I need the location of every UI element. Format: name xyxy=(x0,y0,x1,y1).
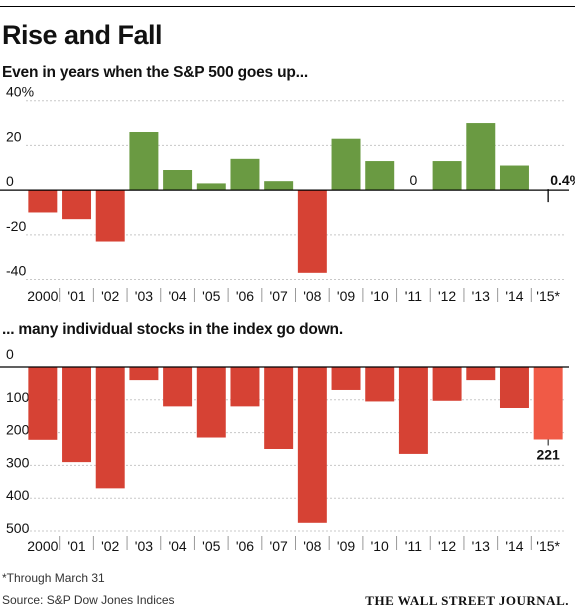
chart-title: Rise and Fall xyxy=(2,20,163,50)
bar xyxy=(264,181,294,191)
chart1-subtitle: Even in years when the S&P 500 goes up..… xyxy=(2,64,308,81)
data-label: 0 xyxy=(410,172,418,188)
y-tick-label: 0 xyxy=(6,346,14,362)
x-tick-label: '09 xyxy=(337,288,355,304)
chart2-svg: 0 100 200 300 400 500 2000 '01 '02 '03 '04 '05 '06 '0… xyxy=(0,346,569,554)
y-tick-label: 500 xyxy=(6,520,30,536)
x-tick-label: '01 xyxy=(67,288,85,304)
footnote: *Through March 31 xyxy=(2,571,105,585)
y-tick-label: 0 xyxy=(6,173,14,189)
bar xyxy=(297,190,327,273)
data-label: 221 xyxy=(536,446,560,462)
y-tick-label: 40% xyxy=(6,84,34,100)
y-tick-label: 100 xyxy=(6,389,30,405)
bar xyxy=(163,367,193,407)
x-tick-label: '05 xyxy=(202,288,220,304)
bar xyxy=(62,367,92,463)
bar xyxy=(95,190,125,242)
bar xyxy=(365,161,395,191)
x-tick-label: '08 xyxy=(303,288,321,304)
bar xyxy=(499,165,529,191)
bar xyxy=(365,367,395,402)
source-note: Source: S&P Dow Jones Indices xyxy=(2,593,175,607)
bar xyxy=(466,367,496,381)
x-tick-label: 2000 xyxy=(27,288,58,304)
bar xyxy=(62,190,92,220)
x-tick-label: '10 xyxy=(371,538,389,554)
x-tick-label: '07 xyxy=(270,288,288,304)
y-tick-label: 300 xyxy=(6,454,30,470)
bar xyxy=(129,132,159,191)
x-tick-label: '02 xyxy=(101,538,119,554)
x-tick-label: '13 xyxy=(472,288,490,304)
top-rule xyxy=(0,6,575,7)
bar xyxy=(264,367,294,449)
x-tick-label: '03 xyxy=(135,288,153,304)
x-tick-label: '11 xyxy=(405,538,422,554)
x-tick-label: '13 xyxy=(472,538,490,554)
bar xyxy=(129,367,159,381)
x-tick-label: '04 xyxy=(168,288,186,304)
bar xyxy=(28,190,58,213)
x-tick-label: '02 xyxy=(101,288,119,304)
bar xyxy=(163,170,193,191)
y-tick-label: 20 xyxy=(6,128,22,144)
x-tick-label: '12 xyxy=(438,288,456,304)
x-tick-label: '09 xyxy=(337,538,355,554)
bar xyxy=(331,138,361,191)
x-tick-label: '07 xyxy=(270,538,288,554)
publisher-logo: THE WALL STREET JOURNAL. xyxy=(365,593,569,608)
bar xyxy=(466,123,496,191)
x-tick-label: '11 xyxy=(405,288,422,304)
bar xyxy=(398,367,428,454)
x-tick-label: '12 xyxy=(438,538,456,554)
x-tick-label: '05 xyxy=(202,538,220,554)
y-tick-label: 200 xyxy=(6,422,30,438)
bar xyxy=(297,367,327,523)
x-tick-label: '15* xyxy=(536,288,560,304)
x-tick-label: '01 xyxy=(67,538,85,554)
bar xyxy=(499,367,529,408)
x-tick-label: '04 xyxy=(168,538,186,554)
x-tick-label: 2000 xyxy=(27,538,58,554)
bar xyxy=(230,158,260,191)
bar xyxy=(196,367,226,438)
x-tick-label: '15* xyxy=(536,538,560,554)
y-tick-label: 400 xyxy=(6,487,30,503)
y-tick-label: -20 xyxy=(6,218,26,234)
bar xyxy=(95,367,125,489)
chart2-subtitle: ... many individual stocks in the index … xyxy=(2,321,343,338)
x-tick-label: '06 xyxy=(236,538,254,554)
bar xyxy=(230,367,260,407)
bar xyxy=(432,161,462,191)
x-tick-label: '14 xyxy=(505,288,523,304)
data-label: 0.4% xyxy=(550,172,575,188)
bar xyxy=(28,367,58,440)
bar xyxy=(331,367,361,390)
x-tick-label: '06 xyxy=(236,288,254,304)
x-tick-label: '08 xyxy=(303,538,321,554)
x-tick-label: '03 xyxy=(135,538,153,554)
y-tick-label: -40 xyxy=(6,263,26,279)
bar xyxy=(196,183,226,191)
x-tick-label: '14 xyxy=(505,538,523,554)
bar xyxy=(432,367,462,401)
x-tick-label: '10 xyxy=(371,288,389,304)
bar xyxy=(533,367,563,440)
